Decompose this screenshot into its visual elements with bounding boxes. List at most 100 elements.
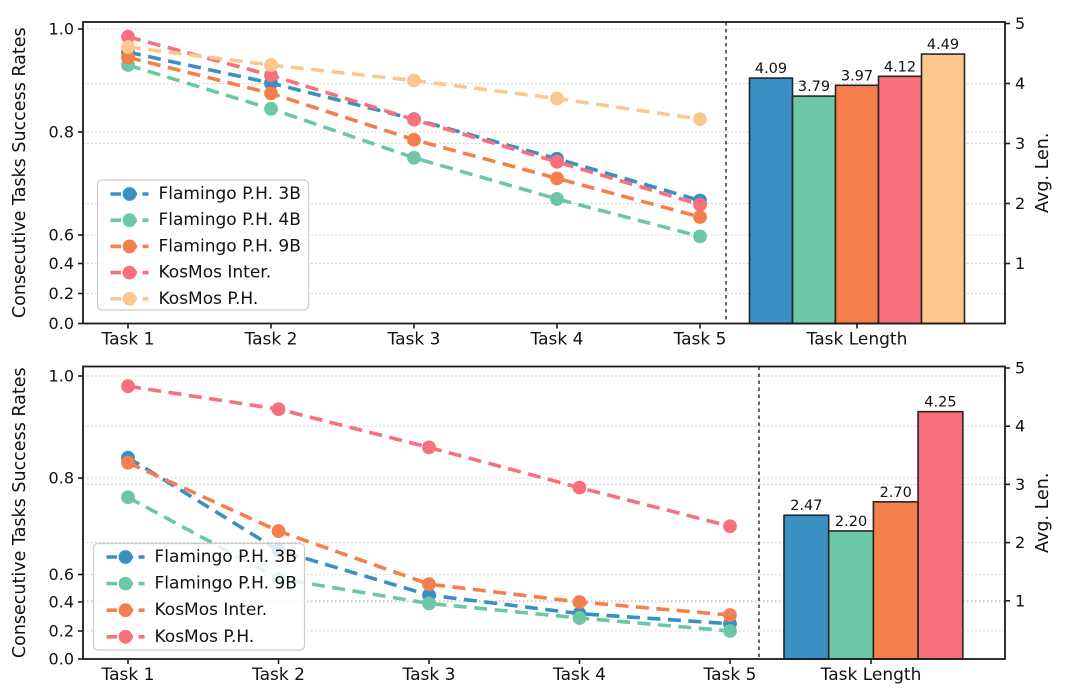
- legend-label: Flamingo P.H. 9B: [155, 574, 297, 594]
- ytick-left-label: 0.8: [49, 123, 74, 142]
- bar-value-label: 3.97: [841, 68, 873, 84]
- data-point-KosMos P.H.: [422, 440, 436, 455]
- data-point-Flamingo P.H. 9B: [723, 624, 737, 638]
- legend-marker: [122, 187, 137, 201]
- ytick-left-label: 0.2: [49, 284, 74, 303]
- ytick-right-label: 2: [1015, 533, 1025, 552]
- data-point-Flamingo P.H. 4B: [693, 229, 707, 244]
- legend-label: KosMos P.H.: [155, 627, 255, 647]
- xtick-label: Task 4: [530, 330, 584, 350]
- bar-KosMos P.H.: [917, 410, 964, 660]
- ytick-left-label: 1.0: [49, 20, 74, 39]
- data-point-Flamingo P.H. 9B: [407, 132, 421, 147]
- ytick-left-label: 0.2: [49, 622, 74, 641]
- ytick-left-label: 0.0: [49, 314, 74, 333]
- legend-marker: [122, 239, 137, 254]
- legend-marker: [118, 550, 133, 564]
- legend-label: Flamingo P.H. 9B: [159, 236, 301, 256]
- data-point-KosMos P.H.: [121, 40, 135, 54]
- ytick-right-label: 5: [1015, 359, 1025, 378]
- xtick-label: Task 1: [101, 665, 155, 685]
- legend-box: [96, 179, 310, 311]
- data-point-Flamingo P.H. 9B: [121, 490, 135, 505]
- ytick-left-label: 1.0: [49, 367, 74, 386]
- data-point-KosMos Inter.: [422, 577, 436, 592]
- data-point-KosMos P.H.: [407, 73, 421, 88]
- bar-value-label: 2.20: [835, 514, 867, 530]
- bar-group-label: Task Length: [820, 665, 922, 685]
- xtick-label: Task 5: [703, 665, 757, 685]
- data-point-KosMos Inter.: [693, 197, 707, 212]
- data-point-KosMos P.H.: [723, 519, 737, 534]
- xtick-label: Task 4: [552, 665, 606, 685]
- xtick-label: Task 3: [402, 665, 456, 685]
- bar-KosMos Inter.: [872, 501, 919, 660]
- ytick-right-label: 3: [1015, 134, 1025, 153]
- bar-value-label: 3.79: [798, 79, 830, 95]
- legend-marker: [118, 603, 133, 618]
- legend-marker: [122, 265, 137, 280]
- ytick-left-label: 0.8: [49, 469, 74, 488]
- axes-frame: [82, 21, 1006, 325]
- bar-Flamingo P.H. 3B: [783, 514, 830, 660]
- subplot-bottom: 2.47 2.20 2.70 4.25 Flamingo P.H. 3B Flamingo…: [10, 359, 1053, 686]
- xtick-label: Task 1: [101, 330, 155, 350]
- y-axis-label-right: Avg. Len.: [1033, 473, 1053, 553]
- bar-group-label: Task Length: [806, 330, 908, 350]
- data-point-KosMos Inter.: [121, 455, 135, 470]
- bar-value-label: 2.70: [880, 485, 912, 501]
- ytick-left-label: 0.0: [49, 650, 74, 669]
- legend: Flamingo P.H. 3B Flamingo P.H. 4B Flamingo…: [96, 179, 310, 311]
- avg-len-bars: 2.47 2.20 2.70 4.25: [783, 395, 964, 660]
- y-axis-label-left: Consecutive Tasks Success Rates: [10, 367, 30, 658]
- data-point-KosMos P.H.: [121, 379, 135, 394]
- data-point-Flamingo P.H. 9B: [550, 171, 564, 186]
- xtick-label: Task 3: [387, 330, 441, 350]
- legend-label: KosMos Inter.: [155, 600, 268, 620]
- data-point-KosMos P.H.: [693, 112, 707, 127]
- legend-marker: [118, 629, 133, 644]
- legend-box: [92, 542, 306, 651]
- bar-KosMos Inter.: [877, 75, 923, 325]
- legend-label: Flamingo P.H. 3B: [159, 184, 301, 204]
- ytick-left-label: 0.6: [49, 565, 74, 584]
- data-point-Flamingo P.H. 9B: [572, 611, 587, 625]
- y-axis-label-left: Consecutive Tasks Success Rates: [10, 27, 30, 318]
- ytick-left-label: 0.4: [49, 254, 74, 273]
- data-point-Flamingo P.H. 4B: [550, 192, 564, 206]
- legend-label: KosMos Inter.: [159, 263, 272, 283]
- xtick-label: Task 2: [251, 665, 305, 685]
- bar-value-label: 4.25: [924, 395, 956, 411]
- legend-label: Flamingo P.H. 3B: [155, 547, 297, 567]
- ticks: 1.0 0.8 0.6 0.4 0.2 0.0 5 4 3 2 1 Task 1 Task 2 Task …: [49, 14, 1026, 350]
- data-point-Flamingo P.H. 9B: [693, 210, 707, 224]
- data-point-Flamingo P.H. 9B: [121, 50, 135, 65]
- legend-label: KosMos P.H.: [159, 289, 259, 309]
- legend-marker: [122, 291, 137, 306]
- ticks: 1.0 0.8 0.6 0.4 0.2 0.0 5 4 3 2 1 Task 1 Task 2 Task …: [49, 359, 1026, 686]
- data-point-Flamingo P.H. 9B: [264, 86, 278, 101]
- legend-label: Flamingo P.H. 4B: [159, 210, 301, 230]
- bar-value-label: 4.49: [927, 37, 959, 53]
- bar-value-label: 2.47: [790, 498, 822, 514]
- ytick-right-label: 2: [1015, 194, 1025, 213]
- axes-frame: [82, 365, 1006, 660]
- data-point-KosMos Inter.: [550, 154, 564, 169]
- bar-Flamingo P.H. 4B: [791, 95, 837, 325]
- bar-Flamingo P.H. 9B: [834, 84, 880, 325]
- avg-len-bars: 4.09 3.79 3.97 4.12 4.49: [748, 37, 966, 325]
- data-point-Flamingo P.H. 4B: [264, 101, 278, 116]
- data-point-KosMos Inter.: [723, 608, 737, 622]
- data-point-KosMos P.H.: [271, 402, 286, 417]
- series-line-KosMos Inter.: [127, 461, 731, 617]
- data-point-KosMos Inter.: [407, 112, 421, 127]
- bar-Flamingo P.H. 9B: [827, 530, 875, 660]
- xtick-label: Task 2: [244, 330, 298, 350]
- data-point-KosMos P.H.: [550, 91, 564, 106]
- data-point-KosMos P.H.: [264, 58, 278, 72]
- data-point-KosMos Inter.: [264, 68, 278, 83]
- bar-value-label: 4.09: [755, 61, 787, 77]
- data-point-KosMos Inter.: [121, 29, 135, 44]
